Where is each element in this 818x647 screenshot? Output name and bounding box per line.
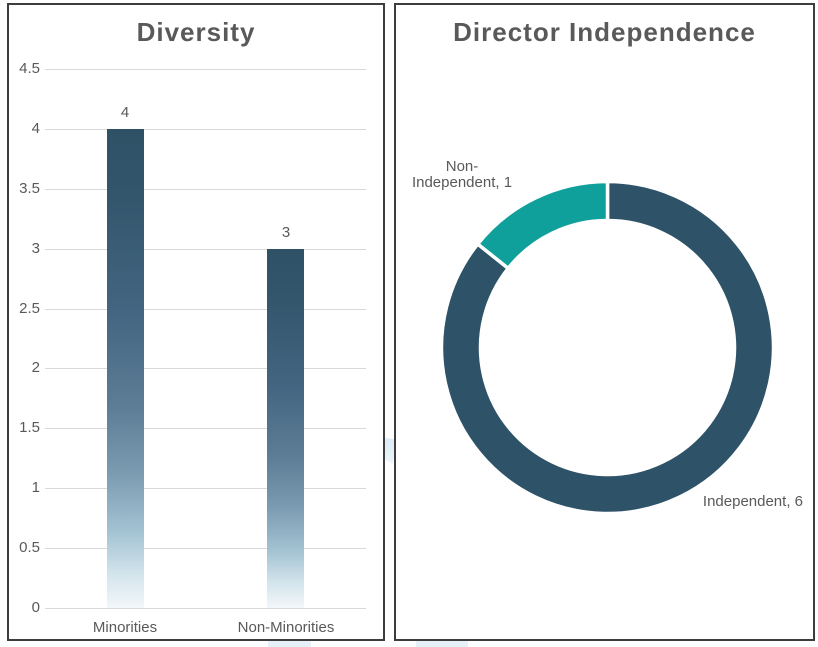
y-axis-tick-label: 3 bbox=[31, 240, 40, 257]
diversity-chart-panel: Diversity 0 0.5 1 1.5 2 2.5 3 3.5 4 4.5 4 Minoritie… bbox=[7, 3, 385, 641]
donut-label-line: Independent, 6 bbox=[702, 493, 803, 510]
donut-label-non-independent: Non- Independent, 1 bbox=[404, 159, 520, 191]
bar-non-minorities bbox=[267, 249, 304, 608]
diversity-chart-title: Diversity bbox=[136, 17, 256, 47]
donut-label-line: Non- bbox=[445, 158, 479, 175]
gridline bbox=[45, 368, 366, 369]
donut-slice-non-independent bbox=[475, 179, 610, 271]
y-axis-tick-label: 3.5 bbox=[19, 180, 40, 197]
x-axis-category-label: Minorities bbox=[92, 619, 158, 636]
gridline bbox=[45, 69, 366, 70]
donut-label-line: Independent, 1 bbox=[411, 174, 513, 191]
gridline bbox=[45, 189, 366, 190]
independence-chart-title: Director Independence bbox=[453, 17, 756, 47]
bar-minorities bbox=[107, 129, 144, 608]
gridline bbox=[45, 548, 366, 549]
bar-value-label: 3 bbox=[281, 224, 291, 241]
diversity-bar-plot: 0 0.5 1 1.5 2 2.5 3 3.5 4 4.5 4 Minorities 3 Non-Mino… bbox=[9, 5, 383, 639]
gridline bbox=[45, 249, 366, 250]
independence-donut-svg bbox=[439, 179, 776, 516]
gridline bbox=[45, 129, 366, 130]
independence-chart-panel: Director Independence Independent, 6 Non-… bbox=[394, 3, 815, 641]
independence-donut-plot: Independent, 6 Non- Independent, 1 bbox=[396, 5, 813, 639]
y-axis-tick-label: 0 bbox=[31, 599, 40, 616]
y-axis-tick-label: 1 bbox=[31, 479, 40, 496]
gridline bbox=[45, 428, 366, 429]
y-axis-tick-label: 2 bbox=[31, 359, 40, 376]
y-axis-tick-label: 2.5 bbox=[19, 300, 40, 317]
y-axis-tick-label: 4.5 bbox=[19, 60, 40, 77]
gridline bbox=[45, 488, 366, 489]
donut-label-independent: Independent, 6 bbox=[643, 494, 803, 510]
y-axis-tick-label: 4 bbox=[31, 120, 40, 137]
bar-value-label: 4 bbox=[120, 104, 130, 121]
watermark-strip-left bbox=[268, 641, 311, 647]
donut-slice-independent bbox=[439, 179, 776, 516]
gridline bbox=[45, 608, 366, 609]
y-axis-tick-label: 0.5 bbox=[19, 539, 40, 556]
watermark-strip-right bbox=[416, 641, 468, 647]
x-axis-category-label: Non-Minorities bbox=[237, 619, 335, 636]
gridline bbox=[45, 309, 366, 310]
y-axis-tick-label: 1.5 bbox=[19, 419, 40, 436]
